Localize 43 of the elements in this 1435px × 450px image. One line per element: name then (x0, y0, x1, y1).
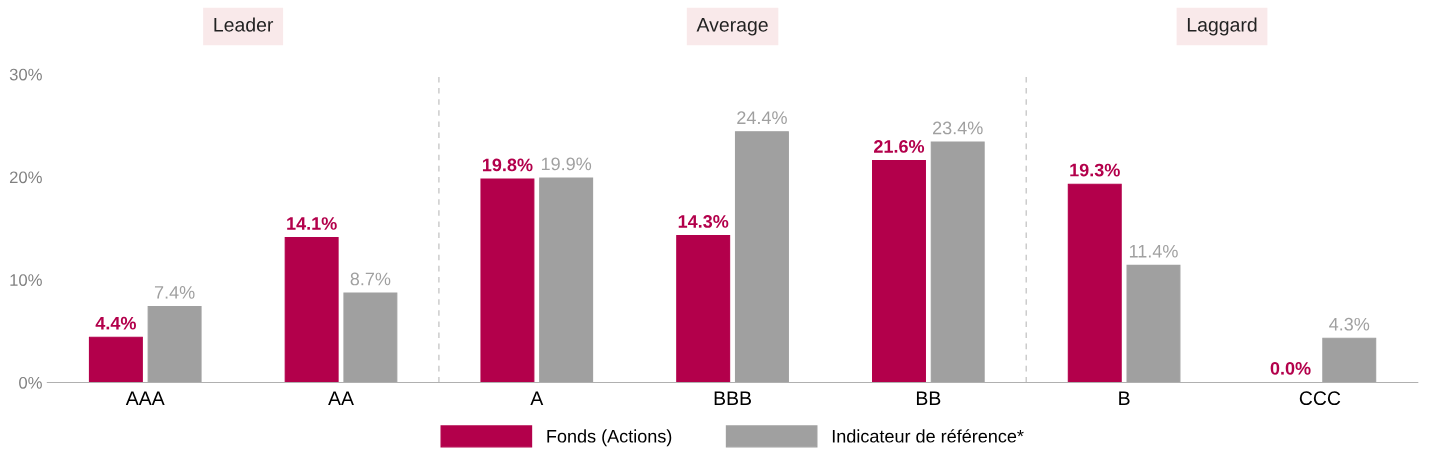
data-label: 19.8% (482, 158, 533, 172)
data-label: 21.6% (874, 140, 925, 153)
data-label: 14.3% (678, 215, 729, 228)
data-label: 19.3% (1070, 163, 1120, 177)
data-label: 4.3% (1329, 317, 1370, 331)
data-label: 14.1% (287, 217, 337, 230)
legend-label: Fonds (Actions) (547, 429, 672, 447)
legend-label: Indicateur de référence* (832, 429, 1024, 443)
x-tick-label: BB (916, 391, 941, 405)
y-tick-label: 0% (19, 376, 42, 389)
bar (88, 336, 143, 383)
x-tick-label: CCC (1299, 391, 1341, 406)
y-tick-label: 30% (9, 68, 42, 81)
data-label: 11.4% (1129, 244, 1178, 258)
bar (676, 235, 731, 383)
text: Leader (214, 17, 274, 32)
y-tick-label: 20% (9, 171, 42, 184)
bar (1067, 183, 1122, 383)
x-tick-label: B (1119, 391, 1130, 405)
bar (480, 178, 535, 383)
data-label: 4.4% (95, 316, 136, 330)
bar (539, 177, 594, 383)
y-tick-label: 10% (10, 274, 42, 286)
data-label: 7.4% (154, 286, 195, 299)
bar (734, 131, 789, 383)
data-label: 23.4% (933, 121, 983, 135)
text: Laggard (1187, 17, 1257, 36)
bar (1126, 264, 1181, 383)
data-label: 0.0% (1270, 361, 1311, 375)
bar (1322, 337, 1377, 383)
data-label: 19.9% (541, 157, 592, 171)
text: Average (696, 18, 768, 36)
bar (343, 292, 398, 383)
x-tick-label: AAA (125, 391, 165, 405)
bar (930, 141, 985, 383)
x-tick-label: A (530, 391, 544, 405)
bar (871, 160, 926, 383)
x-tick-label: AA (328, 391, 354, 405)
data-label: 8.7% (350, 272, 391, 286)
data-label: 24.4% (737, 111, 787, 124)
bar (147, 305, 202, 383)
x-tick-label: BBB (714, 391, 751, 405)
bar (284, 237, 339, 383)
